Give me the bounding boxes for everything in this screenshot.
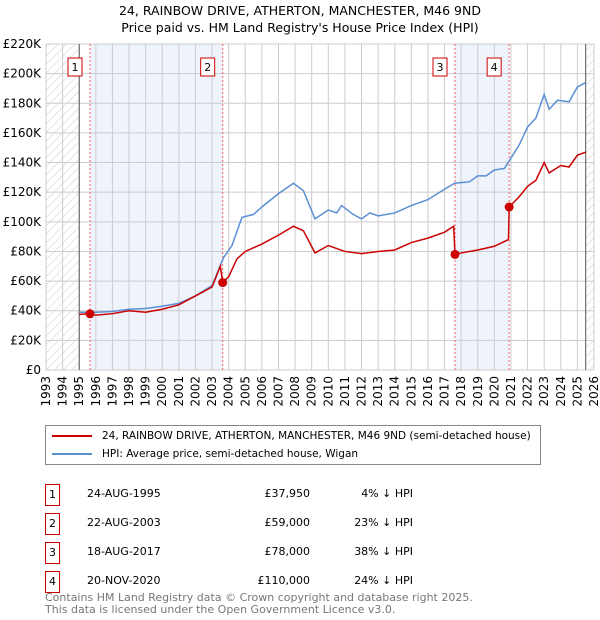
sale-price: £110,000	[257, 574, 311, 587]
sale-point	[450, 249, 460, 259]
x-tick-label: 2024	[554, 376, 568, 407]
sale-price: £78,000	[264, 545, 311, 558]
x-tick-label: 2006	[255, 376, 269, 407]
legend-blue-line	[52, 453, 92, 455]
footer-line2: This data is licensed under the Open Gov…	[45, 603, 396, 616]
x-tick-label: 2011	[338, 376, 352, 407]
footer-line1: Contains HM Land Registry data © Crown c…	[45, 591, 473, 604]
x-tick-label: 1996	[89, 376, 103, 407]
series-line	[79, 151, 586, 316]
x-tick-label: 2023	[537, 376, 551, 407]
y-tick-label: £200K	[3, 67, 43, 81]
sale-hpi: 38% ↓ HPI	[354, 545, 413, 558]
y-tick-label: £180K	[3, 96, 43, 110]
x-tick-label: 1997	[105, 376, 119, 407]
y-tick-label: £140K	[3, 156, 43, 170]
x-tick-label: 2021	[504, 376, 518, 407]
y-tick-label: £60K	[10, 274, 42, 288]
sale-hpi: 4% ↓ HPI	[361, 487, 413, 500]
x-tick-label: 1995	[72, 376, 86, 407]
sale-label: 4	[491, 61, 498, 74]
x-tick-label: 2002	[188, 376, 202, 407]
x-tick-label: 1999	[139, 376, 153, 407]
sale-label: 2	[204, 61, 211, 74]
sale-date: 22-AUG-2003	[87, 516, 161, 529]
chart-subtitle: Price paid vs. HM Land Registry's House …	[121, 20, 479, 35]
x-tick-label: 2017	[438, 376, 452, 407]
x-tick-label: 2022	[521, 376, 535, 407]
sale-hpi: 24% ↓ HPI	[354, 574, 413, 587]
sale-marker: 1	[45, 484, 60, 506]
sale-label-box	[200, 57, 216, 77]
x-tick-label: 2025	[570, 376, 584, 407]
y-tick-label: £160K	[3, 126, 43, 140]
y-tick-label: £220K	[3, 37, 43, 51]
sale-label: 3	[437, 61, 444, 74]
sale-date: 24-AUG-1995	[87, 487, 161, 500]
sale-date: 20-NOV-2020	[87, 574, 161, 587]
y-tick-label: £120K	[3, 185, 43, 199]
y-tick-label: £40K	[10, 304, 42, 318]
legend-hpi: HPI: Average price, semi-detached house,…	[102, 448, 359, 460]
sale-marker: 3	[45, 542, 60, 564]
x-tick-label: 2019	[471, 376, 485, 407]
x-tick-label: 1993	[39, 376, 53, 407]
sale-label: 1	[72, 61, 79, 74]
x-tick-label: 2001	[172, 376, 186, 407]
sale-price: £37,950	[264, 487, 311, 500]
sale-marker: 2	[45, 513, 60, 535]
x-tick-label: 2020	[487, 376, 501, 407]
price-chart: 1993 1994 1995 1996 1997 1998 1999 2000 2001 2002…	[3, 37, 600, 407]
sale-point	[218, 278, 228, 288]
x-tick-label: 2005	[238, 376, 252, 407]
x-tick-label: 2014	[388, 376, 402, 407]
x-tick-label: 2015	[404, 376, 418, 407]
y-tick-label: £100K	[3, 215, 43, 229]
x-tick-label: 2004	[222, 376, 236, 407]
x-tick-label: 2003	[205, 376, 219, 407]
sale-price: £59,000	[264, 516, 311, 529]
x-tick-label: 2013	[371, 376, 385, 407]
x-tick-label: 2008	[288, 376, 302, 407]
y-tick-label: £20K	[10, 333, 42, 347]
sale-point	[85, 309, 95, 319]
sale-row: 4 20-NOV-2020 £110,000 24% ↓ HPI	[45, 571, 545, 593]
sale-date: 18-AUG-2017	[87, 545, 161, 558]
x-tick-label: 2010	[321, 376, 335, 407]
no-data-hatch	[585, 44, 594, 370]
sale-label-box	[486, 57, 502, 77]
sale-row: 3 18-AUG-2017 £78,000 38% ↓ HPI	[45, 542, 545, 564]
y-tick-label: £0	[26, 363, 41, 377]
x-tick-label: 1994	[56, 376, 70, 407]
x-tick-label: 2018	[454, 376, 468, 407]
x-tick-label: 2000	[155, 376, 169, 407]
legend: 24, RAINBOW DRIVE, ATHERTON, MANCHESTER,…	[45, 425, 541, 465]
sale-hpi: 23% ↓ HPI	[354, 516, 413, 529]
legend-red-line	[52, 435, 92, 437]
ownership-band	[455, 44, 510, 370]
x-tick-label: 2009	[305, 376, 319, 407]
x-tick-label: 1998	[122, 376, 136, 407]
ownership-band	[90, 44, 223, 370]
y-tick-label: £80K	[10, 244, 42, 258]
sale-point	[504, 202, 514, 212]
legend-property: 24, RAINBOW DRIVE, ATHERTON, MANCHESTER,…	[102, 430, 531, 442]
chart-title: 24, RAINBOW DRIVE, ATHERTON, MANCHESTER,…	[118, 3, 481, 18]
x-tick-label: 2026	[587, 376, 600, 407]
x-tick-label: 2016	[421, 376, 435, 407]
sale-label-box	[67, 57, 83, 77]
x-tick-label: 2007	[271, 376, 285, 407]
sale-row: 1 24-AUG-1995 £37,950 4% ↓ HPI	[45, 484, 545, 506]
sale-marker: 4	[45, 571, 60, 593]
x-tick-label: 2012	[355, 376, 369, 407]
sale-label-box	[432, 57, 448, 77]
sale-row: 2 22-AUG-2003 £59,000 23% ↓ HPI	[45, 513, 545, 535]
footer-text: Contains HM Land Registry data © Crown c…	[45, 592, 473, 616]
